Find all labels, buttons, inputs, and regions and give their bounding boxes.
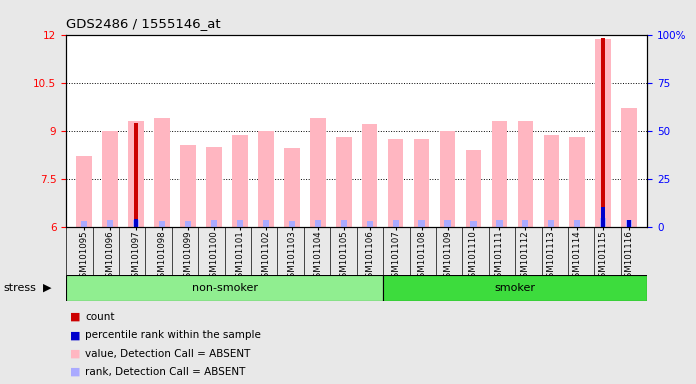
Text: ■: ■ — [70, 349, 80, 359]
Text: ■: ■ — [70, 367, 80, 377]
Bar — [340, 220, 347, 227]
Bar — [574, 220, 580, 227]
Bar — [289, 221, 295, 227]
Bar — [548, 220, 555, 227]
Bar — [134, 218, 139, 227]
Bar — [315, 220, 321, 227]
Bar — [155, 118, 170, 227]
Bar — [383, 275, 647, 301]
Text: count: count — [85, 312, 114, 322]
Bar — [393, 220, 399, 227]
Bar — [81, 221, 88, 227]
Bar — [601, 207, 606, 227]
Bar — [107, 220, 113, 227]
Text: non-smoker: non-smoker — [191, 283, 258, 293]
Bar — [600, 218, 606, 227]
Bar — [159, 221, 165, 227]
Bar — [336, 137, 351, 227]
Bar — [237, 220, 243, 227]
Text: percentile rank within the sample: percentile rank within the sample — [85, 330, 261, 340]
Text: ▶: ▶ — [43, 283, 52, 293]
Bar — [388, 139, 404, 227]
Text: stress: stress — [3, 283, 36, 293]
Bar — [518, 121, 533, 227]
Bar — [601, 38, 606, 227]
Bar — [362, 124, 377, 227]
Text: GDS2486 / 1555146_at: GDS2486 / 1555146_at — [66, 17, 221, 30]
Bar — [211, 220, 217, 227]
Text: ■: ■ — [70, 312, 80, 322]
Bar — [491, 121, 507, 227]
Text: ■: ■ — [70, 330, 80, 340]
Bar — [466, 150, 481, 227]
Text: value, Detection Call = ABSENT: value, Detection Call = ABSENT — [85, 349, 251, 359]
Bar — [133, 220, 139, 227]
Bar — [232, 136, 248, 227]
Text: smoker: smoker — [495, 283, 536, 293]
Bar — [263, 220, 269, 227]
Bar — [134, 122, 139, 227]
Bar — [310, 118, 326, 227]
Bar — [284, 148, 299, 227]
Bar — [440, 131, 455, 227]
Bar — [622, 108, 637, 227]
Text: rank, Detection Call = ABSENT: rank, Detection Call = ABSENT — [85, 367, 245, 377]
Bar — [367, 221, 373, 227]
Bar — [496, 220, 503, 227]
Bar — [418, 220, 425, 227]
Bar — [595, 40, 611, 227]
Bar — [66, 275, 383, 301]
Bar — [128, 121, 144, 227]
Bar — [544, 136, 559, 227]
Bar — [180, 145, 196, 227]
Bar — [414, 139, 429, 227]
Bar — [626, 220, 632, 227]
Bar — [522, 220, 528, 227]
Bar — [185, 221, 191, 227]
Bar — [569, 137, 585, 227]
Bar — [470, 221, 477, 227]
Bar — [77, 156, 92, 227]
Bar — [102, 131, 118, 227]
Bar — [206, 147, 222, 227]
Bar — [258, 131, 274, 227]
Bar — [444, 220, 450, 227]
Bar — [627, 220, 631, 227]
